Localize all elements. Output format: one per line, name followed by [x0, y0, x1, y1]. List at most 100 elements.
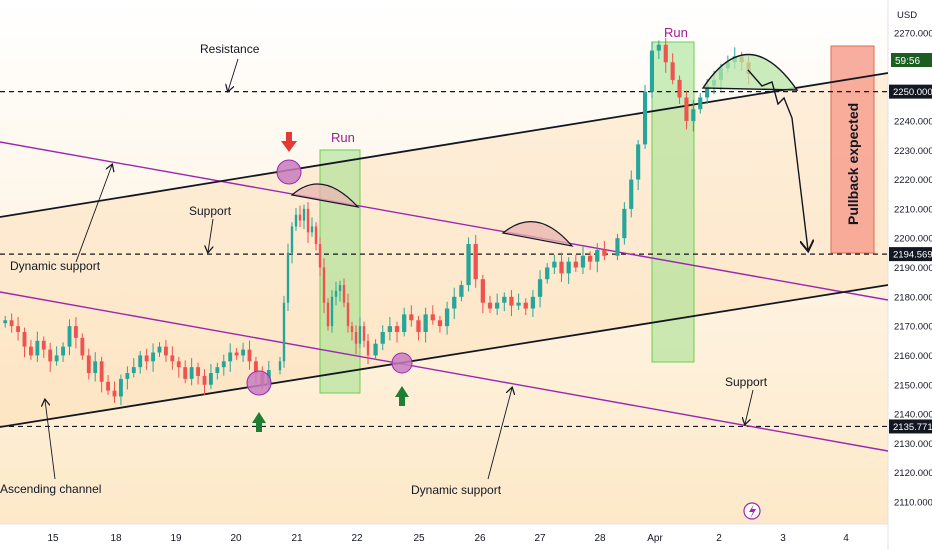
- up-arrow-marker-mid: [395, 386, 409, 406]
- candle-body: [566, 261, 571, 274]
- time-tick-label: 4: [843, 533, 849, 544]
- candle-body: [16, 326, 20, 332]
- candle-body: [444, 308, 450, 327]
- candle-body: [387, 326, 393, 332]
- candle-body: [670, 62, 675, 80]
- label-dynamic-support-left: Dynamic support: [10, 259, 101, 273]
- candle-body: [636, 144, 641, 180]
- candle-body: [559, 261, 564, 274]
- candle-body: [22, 331, 27, 347]
- candle-body: [615, 238, 620, 256]
- time-tick-label: 25: [413, 533, 425, 544]
- rounded-top-arc-1: [290, 183, 360, 208]
- price-tick-label: 2150.000: [894, 380, 932, 391]
- candle-body: [3, 320, 8, 324]
- candle-body: [48, 349, 53, 362]
- candle-body: [595, 249, 600, 262]
- candle-body: [423, 314, 428, 332]
- candle-body: [228, 352, 233, 362]
- candle-body: [131, 367, 136, 374]
- candle-body: [552, 261, 557, 268]
- price-tick-label: 2170.000: [894, 322, 932, 333]
- candle-body: [290, 226, 294, 253]
- time-tick-label: 3: [780, 533, 786, 544]
- candle-body: [306, 208, 310, 233]
- candle-body: [99, 361, 104, 382]
- time-axis-ticks: 15 18 19 20 21 22 25 26 27 28 Apr 2 3 4: [47, 533, 849, 544]
- dynamic-support-line-upper: [0, 141, 889, 301]
- candle-body: [157, 346, 162, 353]
- time-tick-label: 26: [474, 533, 486, 544]
- candle-body: [346, 302, 350, 327]
- candle-body: [580, 255, 586, 268]
- candle-body: [93, 361, 98, 374]
- dynamic-support-line-lower: [0, 291, 889, 452]
- candle-body: [54, 355, 59, 362]
- time-tick-label: 27: [534, 533, 546, 544]
- candle-body: [663, 44, 668, 63]
- candle-body: [530, 296, 536, 309]
- candle-body: [254, 361, 258, 374]
- dynamic-left-callout: [75, 165, 112, 263]
- price-level-badge-text: 2135.771: [893, 422, 932, 433]
- candle-body: [495, 302, 500, 309]
- candle-body: [183, 367, 188, 379]
- candle-body: [334, 290, 338, 297]
- candle-body: [294, 214, 298, 227]
- price-tick-label: 2230.000: [894, 146, 932, 157]
- candle-body: [282, 302, 286, 362]
- support-right-callout: [745, 389, 754, 424]
- candle-body: [170, 355, 175, 362]
- candle-body: [416, 320, 421, 332]
- price-tick-label: 2210.000: [894, 204, 932, 215]
- price-tick-label: 2140.000: [894, 410, 932, 421]
- down-arrow-marker: [281, 132, 297, 152]
- label-support-right: Support: [725, 375, 768, 389]
- time-tick-label: 28: [594, 533, 606, 544]
- time-tick-label: 20: [230, 533, 242, 544]
- candle-body: [322, 267, 326, 303]
- candle-body: [215, 367, 220, 374]
- candle-body: [509, 296, 514, 306]
- price-level-badge: [889, 84, 932, 99]
- support-callout: [208, 218, 214, 252]
- candle-body: [362, 326, 366, 341]
- candle-body: [86, 355, 91, 374]
- candle-body: [9, 320, 14, 327]
- candle-body: [74, 326, 78, 338]
- price-tick-label: 2180.000: [894, 292, 932, 303]
- candle-body: [144, 355, 149, 362]
- price-tick-label: 2160.000: [894, 351, 932, 362]
- candle-body: [35, 340, 40, 356]
- candle-body: [342, 285, 346, 303]
- label-resistance: Resistance: [200, 42, 260, 56]
- candle-body: [487, 302, 493, 309]
- channel-upper-line: [0, 72, 889, 218]
- candle-body: [409, 314, 414, 321]
- candle-body: [302, 208, 306, 221]
- flash-icon[interactable]: [743, 502, 761, 520]
- candle-body: [705, 85, 710, 98]
- time-axis-background: [0, 524, 888, 550]
- candle-body: [354, 331, 358, 344]
- currency-label: USD: [897, 10, 917, 21]
- candle-body: [437, 320, 443, 327]
- candle-body: [430, 314, 435, 321]
- candle-body: [314, 226, 318, 245]
- price-tick-label: 2200.000: [894, 234, 932, 245]
- run-box-2: [651, 41, 695, 363]
- time-tick-label: 2: [716, 533, 722, 544]
- label-run-2: Run: [664, 25, 688, 40]
- candle-body: [234, 352, 239, 356]
- up-arrow-marker-left: [252, 412, 266, 432]
- candle-body: [29, 346, 33, 356]
- candle-body: [338, 285, 342, 291]
- candle-body: [380, 331, 385, 344]
- candle-body: [241, 349, 245, 356]
- candle-body: [402, 314, 407, 332]
- candle-body: [318, 244, 322, 268]
- candle-body: [176, 361, 181, 368]
- candle-body: [656, 44, 661, 51]
- candle-body: [221, 361, 226, 368]
- time-tick-label: 18: [110, 533, 122, 544]
